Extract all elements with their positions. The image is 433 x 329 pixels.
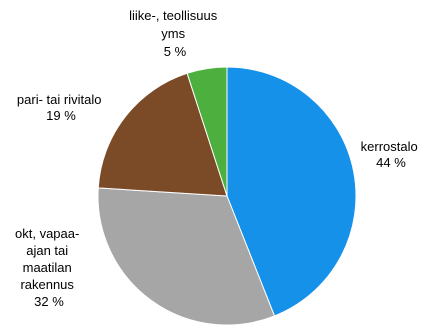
- pie-slice-4: [186, 66, 228, 197]
- slice-label-okt-line-3: maatilan: [23, 260, 72, 275]
- slice-label-okt-line-2: ajan tai: [26, 243, 68, 258]
- slice-label-kerrostalo: kerrostalo 44 %: [361, 139, 422, 170]
- slice-label-okt: okt, vapaa- ajan tai maatilan rakennus 3…: [15, 226, 83, 309]
- pie-slice-2: [97, 187, 276, 326]
- pie-slices: [97, 66, 357, 326]
- slice-label-okt-line-1: okt, vapaa-: [15, 226, 79, 241]
- slice-label-liike-teollisuus: liike-, teollisuus yms 5 %: [129, 8, 221, 59]
- pie-slice-3: [97, 72, 228, 197]
- slice-label-kerrostalo-value: 44 %: [376, 155, 406, 170]
- slice-label-okt-line-4: rakennus: [20, 277, 74, 292]
- slice-label-liike-value: 5 %: [164, 44, 187, 59]
- slice-label-liike-line-1: liike-, teollisuus: [129, 8, 218, 23]
- slice-label-pari-rivitalo: pari- tai rivitalo 19 %: [17, 92, 105, 123]
- slice-label-okt-value: 32 %: [34, 294, 64, 309]
- slice-label-liike-line-2: yms: [161, 26, 185, 41]
- pie-slice-1: [226, 66, 357, 317]
- slice-label-pari-rivitalo-name: pari- tai rivitalo: [17, 92, 102, 107]
- slice-label-kerrostalo-name: kerrostalo: [361, 139, 418, 154]
- slice-label-pari-rivitalo-value: 19 %: [46, 108, 76, 123]
